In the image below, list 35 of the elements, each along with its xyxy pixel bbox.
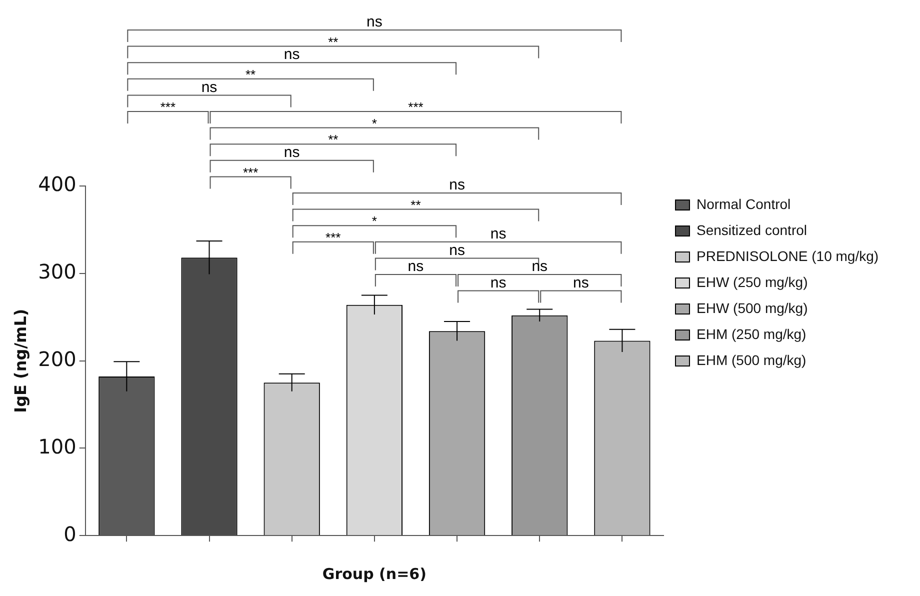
- x-axis-title: Group (n=6): [322, 564, 426, 583]
- text: ns: [201, 78, 218, 96]
- annotation: ns: [490, 274, 506, 292]
- legend-label: EHW (250 mg/kg): [696, 274, 808, 290]
- text: ***: [408, 100, 424, 115]
- text: *: [372, 116, 377, 131]
- text: **: [328, 132, 338, 148]
- annotation: ns: [408, 258, 424, 276]
- legend-label: EHM (500 mg/kg): [696, 352, 806, 368]
- annotation: ns: [490, 226, 506, 243]
- y-tick-label: 200: [38, 347, 76, 372]
- y-tick-label: 300: [38, 260, 76, 284]
- text: ns: [284, 144, 300, 162]
- annotation: ns: [532, 258, 548, 276]
- legend-label: Normal Control: [696, 196, 791, 212]
- legend-label: EHM (250 mg/kg): [696, 326, 806, 342]
- annotation: ns: [449, 242, 465, 259]
- annotation: ns: [449, 176, 465, 194]
- y-tick-label: 100: [38, 434, 76, 458]
- legend-label: Sensitized control: [696, 222, 808, 238]
- text: ***: [242, 164, 258, 180]
- legend-label: PREDNISOLONE (10 mg/kg): [696, 248, 879, 264]
- legend-label: EHW (500 mg/kg): [696, 300, 808, 316]
- text: ***: [160, 100, 176, 115]
- text: ns: [284, 46, 300, 64]
- y-tick-label: 400: [38, 172, 76, 196]
- annotation: **: [410, 197, 421, 212]
- text: **: [328, 34, 338, 50]
- annotation: *: [372, 214, 377, 229]
- y-tick-label: 0: [64, 522, 76, 546]
- annotation: ***: [326, 230, 341, 245]
- annotation: ns: [572, 274, 589, 292]
- text: **: [245, 66, 256, 82]
- y-axis-title: IgE (ng/mL): [10, 308, 30, 413]
- text: ns: [366, 14, 382, 31]
